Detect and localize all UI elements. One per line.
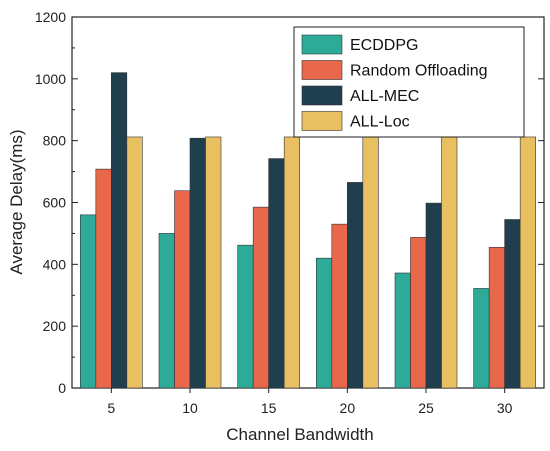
- bar: [504, 219, 521, 389]
- bar: [126, 136, 143, 389]
- y-tick-label: 600: [43, 195, 67, 211]
- bars-group: [80, 72, 536, 389]
- legend-swatch: [301, 85, 343, 106]
- bar: [362, 136, 379, 389]
- legend-swatch: [301, 111, 343, 131]
- legend-label: ECDDPG: [350, 37, 418, 54]
- y-tick-label: 0: [58, 380, 66, 396]
- legend-label: ALL-MEC: [350, 88, 419, 105]
- x-axis-title: Channel Bandwidth: [226, 425, 373, 444]
- bar: [80, 214, 97, 389]
- y-tick-label: 1200: [35, 9, 66, 25]
- x-tick-label: 5: [107, 400, 115, 416]
- bar: [111, 72, 128, 389]
- legend-label: ALL-Loc: [350, 114, 410, 131]
- bar: [252, 206, 269, 389]
- bar: [441, 136, 458, 389]
- legend: ECDDPG Random Offloading ALL-MEC ALL-Loc: [293, 26, 525, 138]
- bar: [519, 136, 536, 389]
- y-axis: 0 200 400 600 800 1000 1200: [35, 9, 544, 396]
- bar: [283, 136, 300, 389]
- x-tick-label: 25: [418, 400, 434, 416]
- bar: [316, 257, 333, 389]
- x-axis: 5 10 15 20 25 30: [107, 388, 513, 416]
- legend-label: Random Offloading: [350, 63, 488, 80]
- bar: [331, 223, 348, 389]
- bar: [473, 288, 490, 389]
- y-axis-title: Average Delay(ms): [7, 129, 26, 274]
- bar: [347, 182, 364, 389]
- x-tick-label: 20: [340, 400, 356, 416]
- legend-swatch: [301, 60, 343, 80]
- bar: [158, 233, 175, 389]
- bar: [95, 168, 112, 389]
- bar: [189, 137, 206, 389]
- bar: [174, 190, 191, 389]
- y-tick-label: 400: [43, 256, 67, 272]
- bar: [410, 237, 427, 389]
- bar: [394, 272, 411, 389]
- y-tick-label: 1000: [35, 71, 66, 87]
- legend-swatch: [301, 34, 343, 55]
- x-tick-label: 15: [261, 400, 277, 416]
- x-tick-label: 10: [182, 400, 198, 416]
- bar: [268, 158, 285, 389]
- bar: [205, 136, 222, 389]
- bar: [488, 247, 505, 389]
- bar: [237, 244, 254, 389]
- y-tick-label: 200: [43, 318, 67, 334]
- x-tick-label: 30: [497, 400, 513, 416]
- bar: [425, 202, 442, 389]
- y-tick-label: 800: [43, 133, 67, 149]
